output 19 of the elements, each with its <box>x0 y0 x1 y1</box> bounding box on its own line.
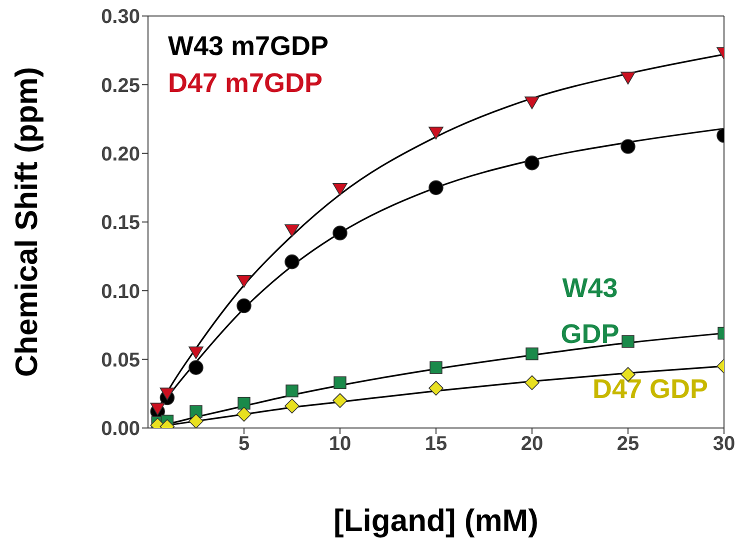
y-axis-title: Chemical Shift (ppm) <box>9 66 44 378</box>
y-tick-label: 0.20 <box>101 143 140 166</box>
text: W43 m7GDP <box>168 31 329 62</box>
series-label: D47 GDP <box>592 374 708 404</box>
y-tick-label: 0.10 <box>101 280 140 303</box>
x-tick-label: 10 <box>328 433 352 456</box>
y-tick-label: 0.15 <box>101 212 140 234</box>
series-label: W43 GDP <box>560 273 620 350</box>
x-tick-label: 25 <box>616 433 640 456</box>
x-tick-label: 30 <box>712 433 736 456</box>
x-tick-label: 15 <box>424 433 448 456</box>
x-tick-label: 20 <box>520 433 544 456</box>
y-tick-label: 0.00 <box>101 418 140 440</box>
x-axis-title: [Ligand] (mM) <box>334 503 538 538</box>
y-tick-label: 0.05 <box>101 349 140 372</box>
x-tick-label: 5 <box>238 433 250 456</box>
y-tick-label: 0.25 <box>101 74 140 97</box>
text: D47 m7GDP <box>168 68 323 98</box>
y-tick-label: 0.30 <box>101 6 140 28</box>
